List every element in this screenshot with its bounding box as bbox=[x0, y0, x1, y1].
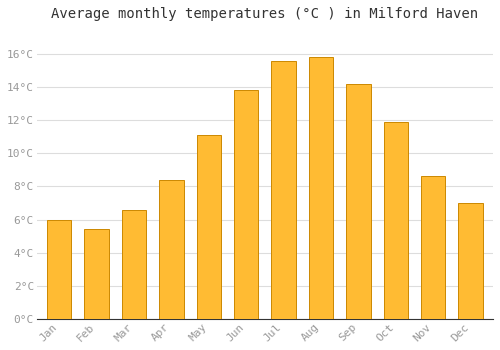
Title: Average monthly temperatures (°C ) in Milford Haven: Average monthly temperatures (°C ) in Mi… bbox=[52, 7, 478, 21]
Bar bbox=[458, 203, 483, 319]
Bar bbox=[346, 84, 370, 319]
Bar bbox=[122, 210, 146, 319]
Bar bbox=[421, 176, 446, 319]
Bar bbox=[47, 219, 72, 319]
Bar bbox=[272, 61, 295, 319]
Bar bbox=[159, 180, 184, 319]
Bar bbox=[384, 122, 408, 319]
Bar bbox=[84, 230, 108, 319]
Bar bbox=[196, 135, 221, 319]
Bar bbox=[309, 57, 333, 319]
Bar bbox=[234, 90, 258, 319]
